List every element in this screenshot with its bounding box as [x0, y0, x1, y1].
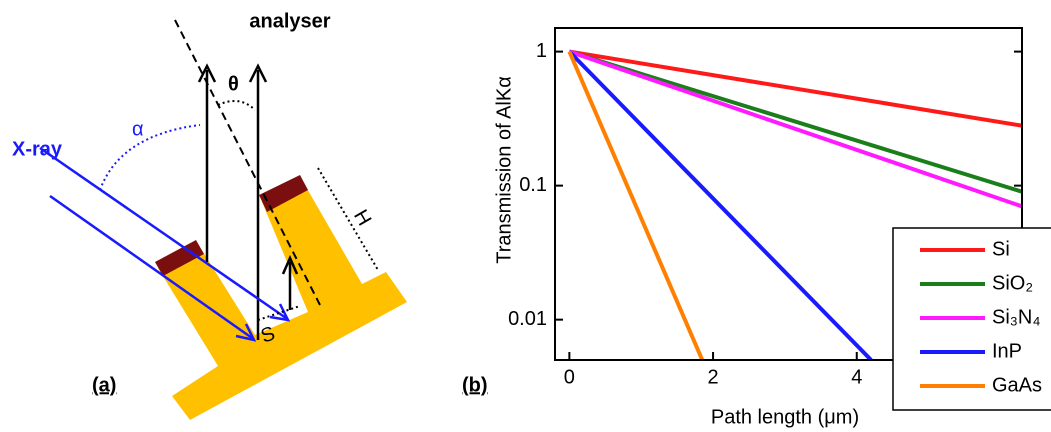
- panel-label: (b): [462, 374, 488, 396]
- series-line: [567, 50, 705, 360]
- s-line: [257, 305, 301, 321]
- y-tick-label: 1: [536, 40, 547, 62]
- y-tick-label: 0.01: [508, 308, 547, 330]
- lines: [567, 49, 1022, 360]
- series-line: [567, 50, 873, 360]
- xray-label: X-ray: [12, 138, 63, 160]
- alpha-arc: [99, 124, 201, 191]
- cap: [259, 175, 308, 212]
- cap: [155, 240, 204, 276]
- y-axis-label: Transmission of AlKα: [493, 76, 515, 264]
- legend-label: InP: [992, 340, 1022, 362]
- sample: [158, 180, 407, 420]
- legend-label: GaAs: [992, 374, 1042, 396]
- x-tick-label: 2: [707, 366, 718, 388]
- normal: [174, 19, 321, 306]
- legend-label: Si₃N₄: [992, 306, 1041, 328]
- y-tick-label: 0.1: [519, 174, 547, 196]
- theta-arc: [217, 100, 256, 111]
- arrows: [197, 63, 299, 340]
- theta-label: θ: [228, 73, 239, 95]
- plot-frame: [554, 27, 1023, 361]
- diagram: analyser θ α X-ray H S (a): [12, 10, 407, 420]
- x-tick-label: 4: [851, 366, 862, 388]
- x-ray-beams: [39, 146, 291, 342]
- x-tick-label: 0: [564, 366, 575, 388]
- analyser-label: analyser: [249, 10, 330, 32]
- series-line: [569, 49, 1022, 128]
- panel-label: (a): [92, 374, 116, 396]
- series-line: [568, 49, 1022, 194]
- chart: 10.10.010246Path length (μm)Transmission…: [462, 27, 1051, 428]
- h-label: H: [349, 206, 375, 230]
- alpha-label: α: [132, 118, 144, 140]
- legend: Si SiO₂ Si₃N₄ InP GaAs: [892, 227, 1051, 411]
- x-axis-label: Path length (μm): [711, 406, 859, 428]
- series-line: [568, 49, 1022, 209]
- legend-label: SiO₂: [992, 272, 1033, 294]
- legend-label: Si: [992, 238, 1010, 260]
